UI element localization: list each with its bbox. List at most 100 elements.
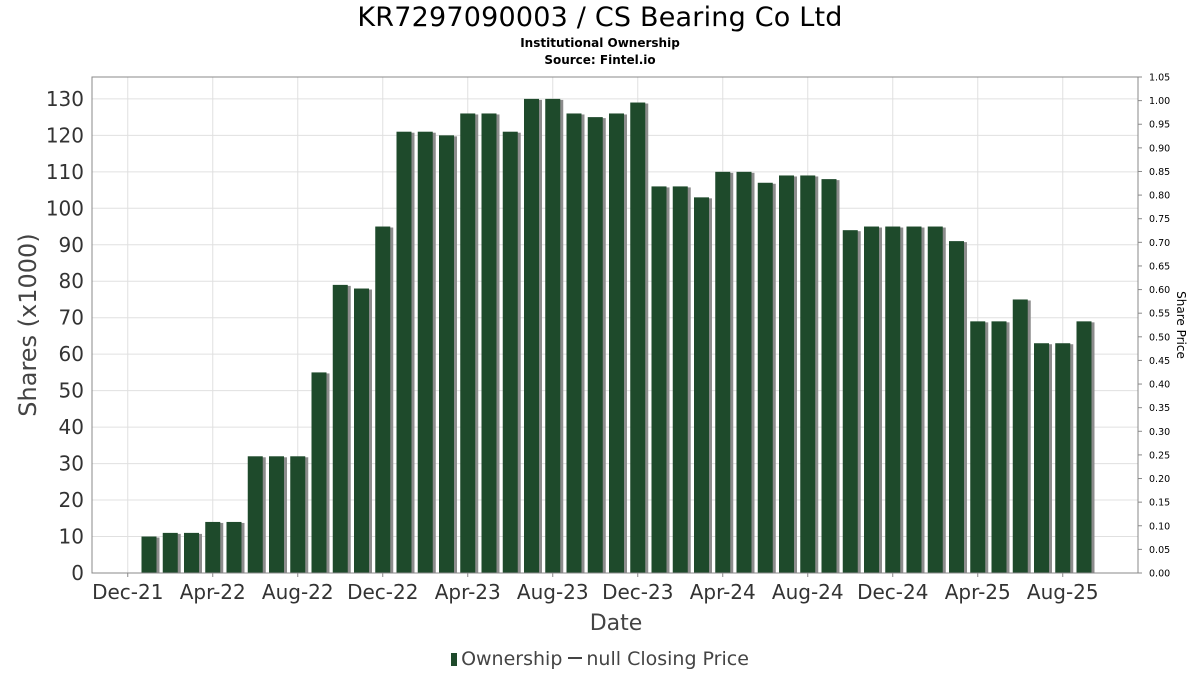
legend-ownership: Ownership [461, 648, 563, 670]
ownership-bar [1055, 343, 1071, 573]
ownership-bar [141, 536, 157, 573]
legend: Ownership null Closing Price [0, 648, 1200, 670]
y-tick-label: 100 [46, 196, 84, 220]
y2-tick-label: 0.10 [1149, 521, 1170, 532]
ownership-bar [375, 226, 391, 573]
ownership-bar [864, 226, 879, 573]
ownership-bar [460, 113, 476, 574]
y2-tick-label: 0.20 [1149, 474, 1170, 485]
x-tick-label: Apr-22 [180, 580, 246, 604]
ownership-bar [269, 456, 284, 573]
y-tick-label: 90 [59, 233, 84, 257]
bars [141, 98, 1095, 574]
ownership-bar [736, 171, 752, 573]
ownership-bar [524, 98, 539, 573]
y2-tick-label: 0.60 [1149, 285, 1170, 296]
ownership-bar [821, 179, 837, 573]
x-tick-label: Aug-22 [262, 580, 334, 604]
y2-tick-label: 0.40 [1149, 380, 1170, 391]
ownership-bar [502, 131, 518, 574]
y2-tick-label: 0.65 [1149, 261, 1170, 272]
ownership-bar [757, 182, 773, 573]
y2-tick-label: 0.80 [1149, 191, 1170, 202]
ownership-bar [609, 113, 624, 574]
ownership-bar [672, 186, 688, 574]
y2-tick-label: 0.55 [1149, 309, 1170, 320]
chart-source: Source: Fintel.io [544, 53, 656, 67]
ownership-bar [715, 171, 731, 573]
ownership-bar [949, 241, 964, 573]
ownership-bar [247, 456, 263, 573]
y-tick-label: 20 [59, 488, 84, 512]
x-axis-label: Date [590, 611, 643, 636]
ownership-bar [587, 117, 603, 573]
x-tick-label: Aug-24 [772, 580, 844, 604]
y-tick-label: 10 [59, 525, 84, 549]
y2-tick-label: 0.25 [1149, 450, 1170, 461]
y2-tick-label: 0.35 [1149, 403, 1170, 414]
y2-tick-label: 0.45 [1149, 356, 1170, 367]
y-tick-label: 70 [59, 306, 84, 330]
x-tick-label: Apr-24 [690, 580, 756, 604]
ownership-bar [566, 113, 582, 574]
y2-axis-label: Share Price [1174, 291, 1188, 359]
x-tick-label: Dec-24 [857, 580, 928, 604]
ownership-bar [332, 284, 348, 573]
ownership-bar [800, 175, 816, 573]
y2-tick-label: 0.30 [1149, 427, 1170, 438]
y2-tick-label: 0.90 [1149, 143, 1170, 154]
y2-tick-label: 0.15 [1149, 498, 1170, 509]
ownership-bar [396, 131, 412, 574]
y2-tick-label: 0.50 [1149, 332, 1170, 343]
y-tick-label: 110 [46, 160, 84, 184]
x-tick-label: Aug-25 [1027, 580, 1099, 604]
ownership-bar [694, 197, 709, 573]
ownership-bar [417, 131, 433, 574]
y-axis-label: Shares (x1000) [14, 233, 42, 416]
chart-title: KR7297090003 / CS Bearing Co Ltd [357, 2, 843, 33]
x-tick-label: Apr-25 [945, 580, 1011, 604]
ownership-bar [885, 226, 901, 573]
ownership-bar [927, 226, 943, 573]
ownership-bar [630, 102, 646, 573]
y2-tick-label: 0.05 [1149, 545, 1170, 556]
ownership-bar [439, 135, 454, 573]
x-tick-label: Aug-23 [517, 580, 589, 604]
plot-frame [91, 76, 1139, 574]
y2-tick-label: 0.85 [1149, 167, 1170, 178]
ownership-bar [226, 521, 242, 573]
x-tick-label: Apr-23 [435, 580, 501, 604]
ownership-swatch [451, 653, 458, 666]
ownership-bar [1034, 343, 1049, 573]
ownership-bar [184, 532, 199, 573]
x-tick-label: Dec-21 [92, 580, 163, 604]
ownership-bar [906, 226, 922, 573]
y-tick-label: 50 [59, 379, 84, 403]
ownership-bar [991, 321, 1007, 573]
y-tick-label: 0 [71, 561, 84, 585]
y2-tick-label: 0.95 [1149, 120, 1170, 131]
ownership-bar [545, 98, 561, 573]
y2-tick-label: 0.75 [1149, 214, 1170, 225]
ownership-bar [354, 288, 369, 573]
ownership-bar [1076, 321, 1092, 573]
y-tick-label: 120 [46, 123, 84, 147]
y2-tick-label: 1.05 [1149, 73, 1170, 84]
price-line-swatch [568, 657, 583, 659]
x-tick-label: Dec-22 [347, 580, 418, 604]
ownership-bar [205, 521, 221, 573]
ownership-bar [779, 175, 794, 573]
y2-tick-label: 1.00 [1149, 96, 1170, 107]
y-tick-label: 60 [59, 342, 84, 366]
legend-price: null Closing Price [586, 648, 749, 670]
ownership-bar [970, 321, 986, 573]
ownership-bar [651, 186, 667, 574]
y-tick-label: 30 [59, 452, 84, 476]
y-tick-label: 130 [46, 87, 84, 111]
y2-tick-label: 0.00 [1149, 569, 1170, 580]
ownership-bar [842, 230, 858, 574]
y2-tick-label: 0.70 [1149, 238, 1170, 249]
y-tick-label: 40 [59, 415, 84, 439]
ownership-bar [162, 532, 178, 573]
